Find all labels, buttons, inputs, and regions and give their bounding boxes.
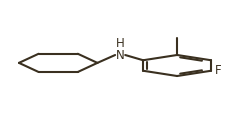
Text: N: N xyxy=(115,48,124,62)
Text: F: F xyxy=(214,64,220,77)
Text: H: H xyxy=(115,37,124,50)
